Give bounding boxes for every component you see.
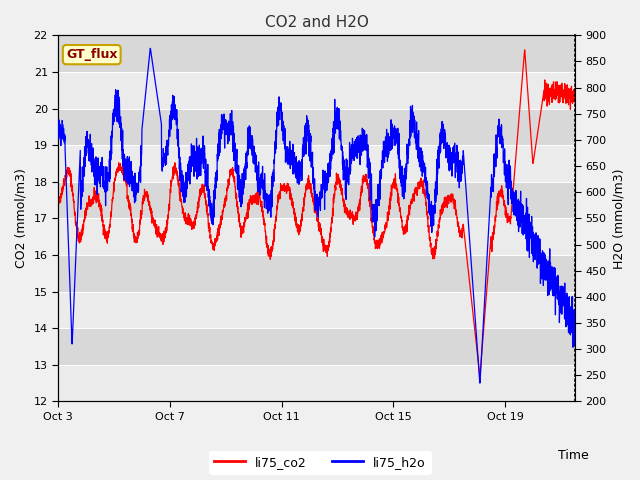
Bar	[58, 255, 575, 291]
Bar	[58, 145, 575, 182]
Y-axis label: CO2 (mmol/m3): CO2 (mmol/m3)	[15, 168, 28, 268]
Bar	[58, 365, 575, 401]
Legend: li75_co2, li75_h2o: li75_co2, li75_h2o	[209, 451, 431, 474]
Bar	[58, 72, 575, 108]
Text: GT_flux: GT_flux	[66, 48, 118, 61]
Title: CO2 and H2O: CO2 and H2O	[264, 15, 369, 30]
Bar	[58, 108, 575, 145]
Text: Time: Time	[558, 449, 589, 462]
Bar	[58, 182, 575, 218]
Bar	[58, 291, 575, 328]
Y-axis label: H2O (mmol/m3): H2O (mmol/m3)	[612, 168, 625, 269]
Bar	[58, 36, 575, 72]
Bar	[58, 218, 575, 255]
Bar	[58, 328, 575, 365]
